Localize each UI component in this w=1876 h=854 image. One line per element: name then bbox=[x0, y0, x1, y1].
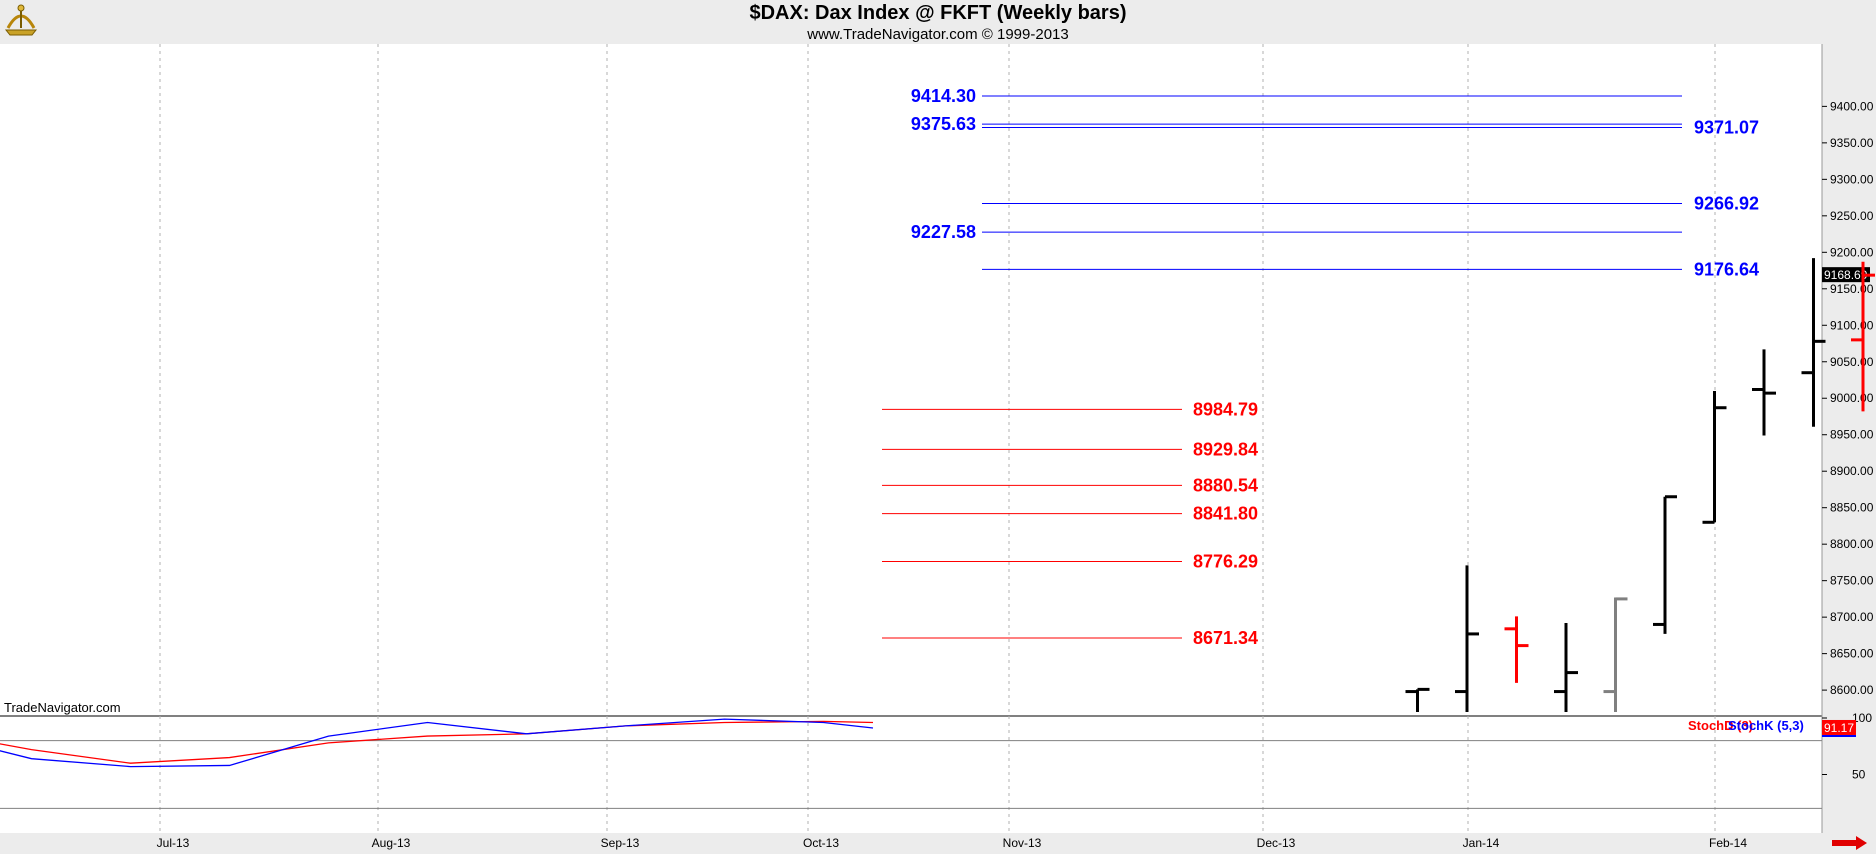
x-tick-label: Nov-13 bbox=[1003, 836, 1042, 850]
x-tick-label: Sep-13 bbox=[601, 836, 640, 850]
ohlc-bar bbox=[1851, 261, 1875, 412]
plot-background bbox=[0, 44, 1822, 833]
y-tick-label: 8700.00 bbox=[1830, 610, 1874, 624]
ohlc-bar bbox=[1455, 565, 1479, 712]
y-tick-label: 8600.00 bbox=[1830, 683, 1874, 697]
x-tick-label: Aug-13 bbox=[372, 836, 411, 850]
watermark-label: TradeNavigator.com bbox=[4, 700, 121, 715]
y-tick-label: 9300.00 bbox=[1830, 172, 1874, 186]
y-tick-label: 8900.00 bbox=[1830, 464, 1874, 478]
chart-title: $DAX: Dax Index @ FKFT (Weekly bars) bbox=[749, 2, 1127, 24]
ohlc-bar bbox=[1801, 258, 1826, 427]
level-label: 8984.79 bbox=[1193, 399, 1258, 419]
level-label: 9176.64 bbox=[1694, 259, 1759, 279]
legend-stochd: StochD (3) bbox=[1688, 718, 1753, 733]
ohlc-bar bbox=[1702, 390, 1727, 524]
y-tick-label: 9350.00 bbox=[1830, 136, 1874, 150]
level-label: 9414.30 bbox=[911, 86, 976, 106]
y-tick-label: 9100.00 bbox=[1830, 318, 1874, 332]
level-label: 9266.92 bbox=[1694, 193, 1759, 213]
x-tick-label: Jan-14 bbox=[1463, 836, 1500, 850]
x-tick-label: Feb-14 bbox=[1709, 836, 1747, 850]
level-label: 9375.63 bbox=[911, 114, 976, 134]
stoch-last-label: 91.17 bbox=[1824, 721, 1854, 735]
last-price-tag bbox=[1822, 267, 1870, 283]
y-tick-label: 8800.00 bbox=[1830, 537, 1874, 551]
x-tick-label: Jul-13 bbox=[157, 836, 190, 850]
ohlc-bar bbox=[1603, 597, 1628, 712]
y-tick-label: 8950.00 bbox=[1830, 428, 1874, 442]
y-tick-label: 8850.00 bbox=[1830, 501, 1874, 515]
stoch-tick-label: 100 bbox=[1852, 711, 1872, 725]
stoch-last-tag bbox=[1822, 719, 1856, 735]
stoch-series-line bbox=[0, 718, 874, 768]
level-label: 8776.29 bbox=[1193, 551, 1258, 571]
ohlc-bar bbox=[1504, 616, 1529, 683]
level-label: 8929.84 bbox=[1193, 439, 1258, 459]
level-label: 8880.54 bbox=[1193, 475, 1258, 495]
level-label: 8671.34 bbox=[1193, 628, 1258, 648]
x-tick-label: Dec-13 bbox=[1257, 836, 1296, 850]
y-tick-label: 9200.00 bbox=[1830, 245, 1874, 259]
ohlc-bar bbox=[1653, 495, 1677, 634]
ohlc-bar bbox=[1752, 349, 1776, 436]
last-price-label: 9168.69 bbox=[1824, 268, 1868, 282]
level-label: 9371.07 bbox=[1694, 117, 1759, 137]
y-tick-label: 9150.00 bbox=[1830, 282, 1874, 296]
ohlc-bar bbox=[1405, 687, 1430, 712]
y-tick-label: 8750.00 bbox=[1830, 574, 1874, 588]
x-tick-label: Oct-13 bbox=[803, 836, 839, 850]
level-label: 8841.80 bbox=[1193, 504, 1258, 524]
y-tick-label: 9400.00 bbox=[1830, 99, 1874, 113]
sextant-logo-icon bbox=[4, 4, 38, 36]
stoch-tick-label: 50 bbox=[1852, 768, 1866, 782]
chart-subtitle: www.TradeNavigator.com © 1999-2013 bbox=[807, 26, 1069, 43]
y-tick-label: 9250.00 bbox=[1830, 209, 1874, 223]
y-tick-label: 8650.00 bbox=[1830, 647, 1874, 661]
y-tick-label: 9000.00 bbox=[1830, 391, 1874, 405]
y-tick-label: 9050.00 bbox=[1830, 355, 1874, 369]
level-label: 9227.58 bbox=[911, 222, 976, 242]
legend-stochk: StochK (5,3) bbox=[1728, 718, 1804, 733]
scroll-right-arrow-icon[interactable] bbox=[1832, 836, 1868, 850]
ohlc-bar bbox=[1554, 622, 1578, 712]
